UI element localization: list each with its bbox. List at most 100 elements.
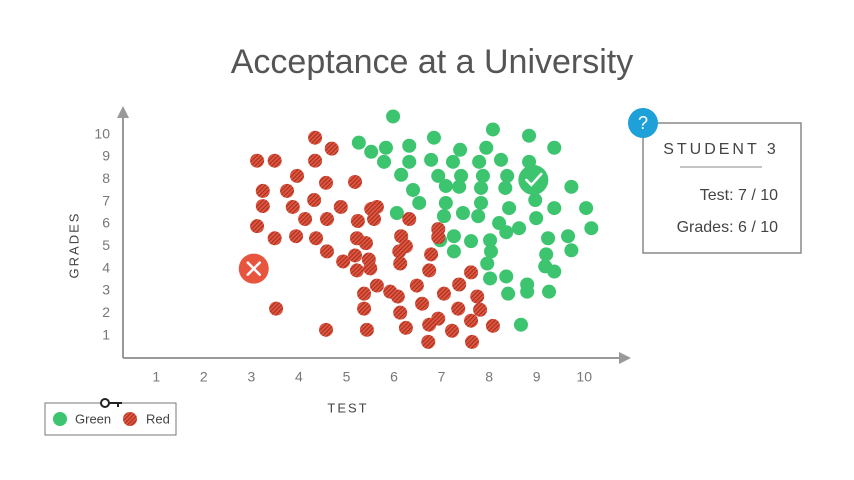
data-point [512,221,527,236]
data-point [393,256,408,271]
card-line: Test: 7 / 10 [700,187,778,204]
data-point [421,334,436,349]
data-point [438,195,453,210]
data-point [453,142,468,157]
data-point [351,135,366,150]
data-point [333,199,348,214]
card-badge [628,108,658,138]
data-point [452,277,467,292]
data-point [561,229,576,244]
data-point [520,284,535,299]
data-point [358,236,373,251]
data-point [363,261,378,276]
data-point [348,174,363,189]
data-point [547,264,562,279]
data-point [474,195,489,210]
data-point [255,183,270,198]
data-point [431,168,446,183]
x-tick-label: 7 [438,369,446,385]
legend-swatch [53,412,67,426]
data-point [357,286,372,301]
x-tick-label: 1 [152,369,160,385]
data-point [513,317,528,332]
legend: Green Red [44,398,177,436]
card-badge-text: ? [638,113,648,133]
data-point [250,153,265,168]
data-point [541,231,556,246]
data-point [267,231,282,246]
data-point [484,244,499,259]
data-point [307,193,322,208]
data-point [319,175,334,190]
data-point [542,284,557,299]
data-point [269,301,284,316]
data-point [415,296,430,311]
data-point [436,286,451,301]
data-point [464,234,479,249]
legend-label: Red [146,411,170,426]
data-point [446,244,461,259]
y-axis-label: GRADES [66,212,81,279]
data-point [547,201,562,216]
data-point [367,212,382,227]
highlight-symbol [246,261,262,276]
data-point [483,233,498,248]
data-point [369,199,384,214]
x-tick-label: 6 [390,369,398,385]
data-point [472,154,487,169]
data-point [502,201,517,216]
data-point [464,313,479,328]
data-point [336,254,351,269]
y-tick-label: 1 [102,326,110,342]
data-point [498,180,513,195]
legend-swatch [123,412,137,426]
card-line: Grades: 6 / 10 [677,219,778,236]
data-point [479,140,494,155]
highlight-marker [518,164,549,195]
legend-key-icon [100,398,122,408]
data-point [319,322,334,337]
data-point [309,231,324,246]
data-point [280,183,295,198]
x-tick-label: 5 [343,369,351,385]
data-point [452,179,467,194]
data-point [451,301,466,316]
data-point [422,263,437,278]
student-card: ? STUDENT 3 Test: 7 / 10 Grades: 6 / 10 [628,108,802,254]
data-point [579,201,594,216]
data-point [485,318,500,333]
data-point [409,278,424,293]
data-point [412,195,427,210]
data-point [529,211,544,226]
y-tick-label: 8 [102,170,110,186]
data-point [298,212,313,227]
data-point [445,323,460,338]
data-point [308,153,323,168]
data-point [424,247,439,262]
data-point [359,322,374,337]
data-point [348,248,363,263]
data-point [455,205,470,220]
data-point [378,140,393,155]
data-point [494,152,508,167]
x-axis-label: TEST [327,400,368,415]
plot-area: 1 2 3 4 5 6 7 8 9 10 1 2 3 4 5 6 7 8 9 10 [94,109,599,385]
data-point [319,212,334,227]
data-point [564,243,579,258]
data-point [319,244,334,259]
data-point [255,199,270,214]
data-point [564,179,579,194]
data-point [377,154,392,169]
data-point [499,225,514,240]
x-tick-label: 10 [576,369,592,385]
data-point [474,180,489,195]
data-point [471,209,486,224]
data-point [438,178,453,193]
data-point [308,130,323,145]
data-point [547,140,562,155]
data-point [402,138,417,153]
data-point [357,301,372,316]
highlight-symbol [525,172,543,187]
data-point [446,229,461,244]
